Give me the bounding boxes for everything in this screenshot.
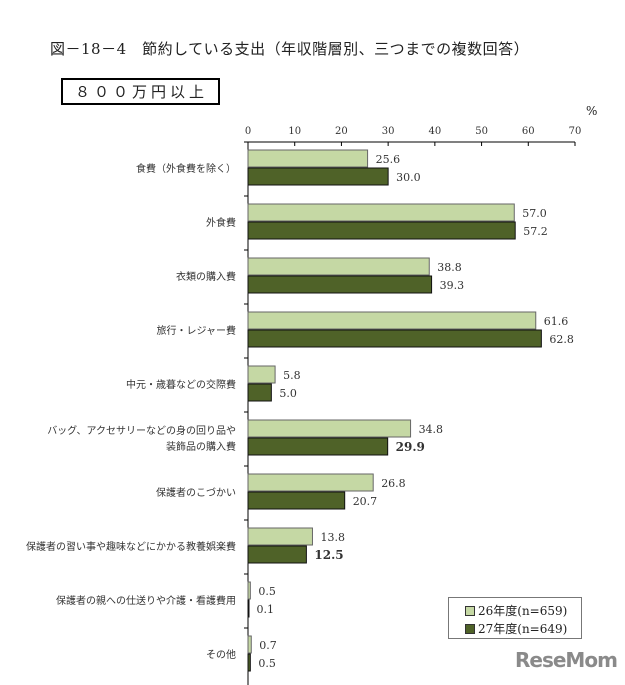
category-label: 旅行・レジャー費	[157, 324, 237, 337]
bar-27	[247, 653, 251, 672]
legend-item-27: 27年度(n=649)	[465, 620, 567, 637]
data-label: 57.2	[523, 225, 548, 238]
bar-26	[247, 203, 515, 222]
bar-26	[247, 527, 313, 546]
bar-27	[247, 491, 346, 510]
data-label: 20.7	[353, 495, 378, 508]
chart-subtitle: ８００万円以上	[61, 78, 221, 105]
category-label: 中元・歳暮などの交際費	[126, 378, 236, 391]
data-label: 0.5	[258, 585, 276, 598]
x-tick-label: 40	[428, 126, 441, 137]
legend-item-26: 26年度(n=659)	[465, 602, 567, 619]
bar-27	[247, 221, 516, 240]
data-label: 25.6	[376, 153, 401, 166]
bar-26	[247, 581, 251, 600]
bar-26	[247, 419, 412, 438]
legend-label: 26年度(n=659)	[478, 604, 568, 618]
x-tick-label: 0	[245, 126, 251, 137]
data-label: 0.1	[256, 603, 274, 616]
data-label: 61.6	[544, 315, 569, 328]
bar-26	[247, 635, 252, 654]
watermark-logo: ReseMom	[515, 648, 618, 672]
x-tick-label: 30	[382, 126, 395, 137]
bar-26	[247, 311, 537, 330]
data-label: 0.5	[258, 657, 276, 670]
legend-swatch	[465, 605, 475, 616]
bar-27	[247, 437, 389, 456]
x-tick-label: 10	[288, 126, 301, 137]
data-label: 34.8	[419, 423, 444, 436]
category-label: 装飾品の購入費	[166, 440, 236, 453]
data-label: 13.8	[320, 531, 345, 544]
category-label: 保護者のこづかい	[156, 486, 236, 499]
category-label: 食費（外食費を除く）	[136, 162, 236, 175]
unit-label: %	[586, 104, 598, 118]
x-tick-label: 60	[522, 126, 535, 137]
data-label: 0.7	[259, 639, 277, 652]
category-label: バッグ、アクセサリーなどの身の回り品や	[47, 424, 236, 437]
legend-swatch	[465, 623, 475, 634]
data-label: 39.3	[440, 279, 465, 292]
x-tick-label: 50	[475, 126, 488, 137]
data-label: 62.8	[549, 333, 574, 346]
chart-title: 図－18－4 節約している支出（年収階層別、三つまでの複数回答）	[50, 40, 530, 58]
data-label: 30.0	[396, 171, 421, 184]
bar-26	[247, 149, 369, 168]
category-label: 衣類の購入費	[176, 270, 236, 283]
category-label: 保護者の習い事や趣味などにかかる教養娯楽費	[26, 540, 236, 553]
category-label: 保護者の親への仕送りや介護・看護費用	[56, 594, 236, 607]
data-label: 26.8	[381, 477, 406, 490]
category-label: その他	[206, 648, 236, 661]
bar-27	[247, 383, 272, 402]
legend: 26年度(n=659) 27年度(n=649)	[448, 597, 582, 639]
bar-26	[247, 473, 374, 492]
data-label: 38.8	[437, 261, 462, 274]
data-label: 5.0	[279, 387, 297, 400]
data-label: 57.0	[522, 207, 547, 220]
bar-27	[247, 545, 307, 564]
category-label: 外食費	[206, 216, 236, 229]
x-tick-label: 70	[569, 126, 582, 137]
legend-label: 27年度(n=649)	[478, 622, 568, 636]
bar-27	[247, 167, 389, 186]
data-label: 29.9	[396, 440, 425, 454]
bar-26	[247, 365, 276, 384]
bar-27	[247, 275, 433, 294]
data-label: 5.8	[283, 369, 301, 382]
x-tick-label: 20	[335, 126, 348, 137]
bar-27	[247, 599, 250, 618]
data-label: 12.5	[314, 548, 343, 562]
bar-26	[247, 257, 430, 276]
bar-27	[247, 329, 542, 348]
